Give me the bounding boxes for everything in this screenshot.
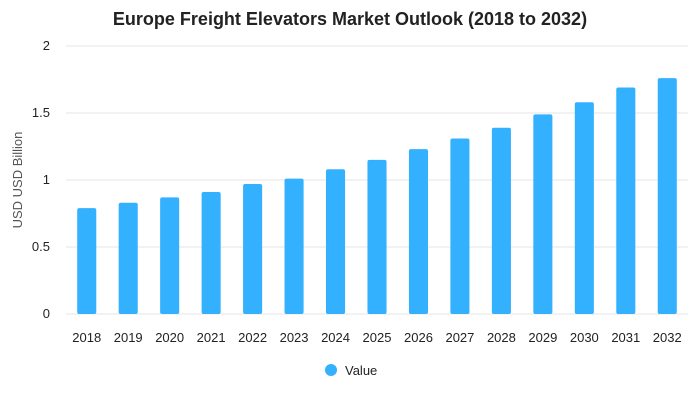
- x-tick-label: 2020: [155, 330, 184, 345]
- x-tick-label: 2024: [321, 330, 350, 345]
- x-tick-label: 2031: [611, 330, 640, 345]
- bar-2031[interactable]: [616, 87, 636, 314]
- bar-2018[interactable]: [77, 208, 97, 314]
- bars: [77, 78, 677, 315]
- y-tick-label: 0.5: [32, 239, 50, 254]
- x-tick-label: 2027: [445, 330, 474, 345]
- chart-title: Europe Freight Elevators Market Outlook …: [113, 9, 587, 29]
- y-tick-label: 0: [43, 306, 50, 321]
- y-tick-label: 1: [43, 172, 50, 187]
- bar-2029[interactable]: [533, 114, 553, 314]
- x-tick-label: 2028: [487, 330, 516, 345]
- x-tick-label: 2032: [653, 330, 682, 345]
- bar-2023[interactable]: [284, 178, 304, 314]
- x-tick-label: 2026: [404, 330, 433, 345]
- x-tick-label: 2021: [197, 330, 226, 345]
- bar-2028[interactable]: [491, 127, 511, 315]
- bar-2024[interactable]: [325, 169, 346, 314]
- y-axis-label: USD USD Billion: [10, 132, 25, 229]
- bar-2027[interactable]: [450, 138, 470, 314]
- x-tick-label: 2018: [72, 330, 101, 345]
- bar-2019[interactable]: [118, 202, 138, 314]
- x-tick-label: 2029: [528, 330, 557, 345]
- x-axis-ticks: 2018 2019 2020 2021 2022 2023 2024 2025 2026 2027…: [72, 330, 681, 345]
- legend[interactable]: Value: [325, 363, 377, 378]
- y-tick-label: 1.5: [32, 105, 50, 120]
- bar-2026[interactable]: [408, 149, 429, 314]
- x-tick-label: 2019: [114, 330, 143, 345]
- bar-2025[interactable]: [367, 159, 387, 314]
- legend-marker: [325, 364, 337, 376]
- bar-2020[interactable]: [160, 197, 180, 314]
- legend-label: Value: [345, 363, 377, 378]
- bar-2032[interactable]: [657, 78, 677, 314]
- x-tick-label: 2030: [570, 330, 599, 345]
- y-tick-label: 2: [43, 38, 50, 53]
- x-tick-label: 2025: [363, 330, 392, 345]
- bar-2022[interactable]: [243, 184, 263, 314]
- bar-2021[interactable]: [201, 192, 221, 314]
- x-tick-label: 2023: [280, 330, 309, 345]
- x-tick-label: 2022: [238, 330, 267, 345]
- y-axis-ticks: 0 0.5 1 1.5 2: [32, 38, 50, 321]
- bar-2030[interactable]: [574, 102, 594, 314]
